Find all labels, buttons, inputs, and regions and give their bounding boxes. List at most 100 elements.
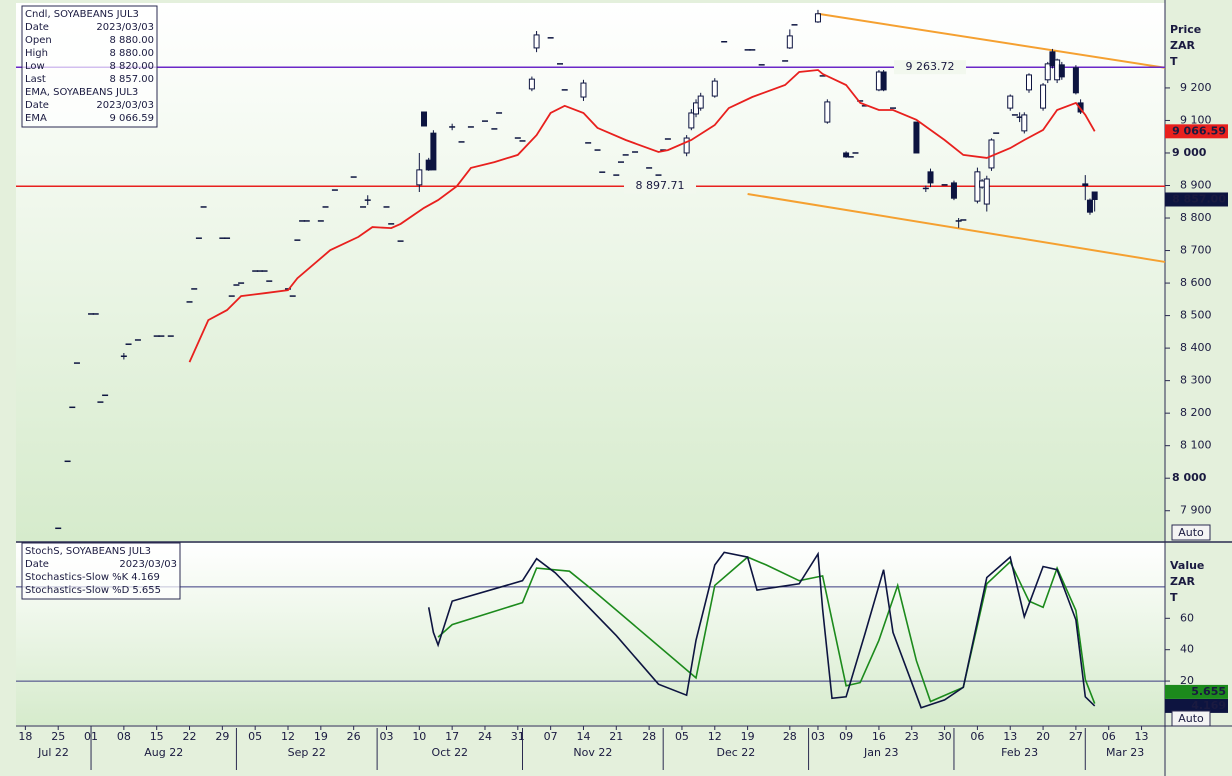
month-label: Oct 22 — [432, 746, 469, 759]
x-tick-label: 28 — [783, 730, 797, 743]
y-tick-label: 8 900 — [1180, 179, 1212, 192]
candle-body — [697, 95, 704, 109]
candle-body — [711, 80, 718, 97]
candle-body — [843, 152, 850, 158]
ema-legend-row: 2023/03/03 — [96, 100, 154, 111]
legend-label: High — [25, 48, 48, 59]
level-label-bg — [624, 179, 696, 194]
month-label: Jul 22 — [37, 746, 69, 759]
legend-box — [21, 5, 158, 128]
y-tick-label: 8 400 — [1180, 341, 1212, 354]
candle-body — [528, 78, 535, 90]
month-label: Jan 23 — [863, 746, 898, 759]
auto-button[interactable] — [1171, 710, 1211, 727]
x-tick-label: 26 — [347, 730, 361, 743]
x-tick-label: 28 — [642, 730, 656, 743]
x-tick-label: 03 — [379, 730, 393, 743]
axis-title: ZAR — [1170, 575, 1195, 588]
x-tick-label: 12 — [281, 730, 295, 743]
legend-value: 8 857.00 — [109, 74, 154, 85]
axis-title: T — [1170, 591, 1178, 604]
last-value-tag — [1165, 192, 1228, 207]
last-value-tag — [1165, 684, 1228, 699]
series-legend: Stochastics-Slow %K — [25, 572, 129, 583]
legend-value: 8 820.00 — [109, 61, 154, 72]
x-tick-label: 31 — [511, 730, 525, 743]
x-tick-label: 15 — [150, 730, 164, 743]
x-tick-label: 23 — [905, 730, 919, 743]
candle-body — [814, 13, 821, 23]
legend-value: 8 880.00 — [109, 35, 154, 46]
candle-body — [786, 35, 793, 49]
stoch-line — [427, 551, 1096, 709]
x-tick-label: 05 — [675, 730, 689, 743]
legend-title: StochS, SOYABEANS JUL3 — [25, 546, 151, 557]
x-tick-label: 20 — [1036, 730, 1050, 743]
x-tick-label: 25 — [51, 730, 65, 743]
last-value-label: 9 066.59 — [1172, 124, 1226, 137]
y-tick-label: 8 600 — [1180, 276, 1212, 289]
y-tick-label: 8 500 — [1180, 309, 1212, 322]
x-tick-label: 10 — [412, 730, 426, 743]
x-tick-label: 30 — [938, 730, 952, 743]
x-tick-label: 27 — [1069, 730, 1083, 743]
x-tick-label: 24 — [478, 730, 492, 743]
candle-body — [1025, 74, 1032, 91]
last-value-tag — [1165, 124, 1228, 139]
level-label: 8 897.71 — [636, 179, 685, 192]
ema-legend-row: EMA — [25, 113, 47, 124]
y-tick-label: 60 — [1180, 611, 1194, 624]
x-tick-label: 16 — [872, 730, 886, 743]
x-tick-label: 08 — [117, 730, 131, 743]
ema-legend-row: Date — [25, 100, 49, 111]
x-tick-label: 18 — [18, 730, 32, 743]
candle-body — [430, 132, 437, 171]
auto-button-label[interactable]: Auto — [1178, 712, 1204, 725]
level-label: 9 263.72 — [906, 60, 955, 73]
candle-body — [580, 82, 587, 98]
stoch-panel — [16, 543, 1165, 725]
price-panel — [16, 3, 1165, 541]
candle-body — [1044, 63, 1051, 81]
month-label: Feb 23 — [1001, 746, 1038, 759]
candle-body — [1091, 191, 1098, 200]
y-tick-label: 9 200 — [1180, 81, 1212, 94]
stoch-line — [437, 556, 1096, 704]
candle-body — [1082, 183, 1089, 187]
candle-body — [950, 182, 957, 199]
legend-value: 2023/03/03 — [96, 22, 154, 33]
candle-body — [1049, 51, 1056, 67]
ema-legend-title: EMA, SOYABEANS JUL3 — [25, 87, 138, 98]
candle-body — [683, 137, 690, 154]
trend-line — [817, 12, 1166, 69]
month-label: Aug 22 — [144, 746, 183, 759]
y-tick-label: 8 000 — [1172, 471, 1207, 484]
auto-button-label[interactable]: Auto — [1178, 526, 1204, 539]
candle-body — [913, 121, 920, 154]
candle-body — [1086, 199, 1093, 213]
candle-body — [983, 178, 990, 205]
legend-value: 8 880.00 — [109, 48, 154, 59]
month-label: Dec 22 — [716, 746, 755, 759]
x-tick-label: 21 — [609, 730, 623, 743]
candle-body — [927, 171, 934, 184]
x-tick-label: 12 — [708, 730, 722, 743]
month-label: Mar 23 — [1106, 746, 1144, 759]
y-tick-label: 9 000 — [1172, 146, 1207, 159]
axis-title: T — [1170, 55, 1178, 68]
axis-title: Price — [1170, 23, 1201, 36]
legend-value: 2023/03/03 — [119, 559, 177, 570]
auto-button[interactable] — [1171, 524, 1211, 541]
legend-box — [21, 542, 181, 600]
trend-line — [747, 192, 1166, 263]
x-tick-label: 19 — [314, 730, 328, 743]
legend-label: Last — [25, 74, 46, 85]
x-tick-label: 09 — [839, 730, 853, 743]
x-tick-label: 03 — [811, 730, 825, 743]
y-tick-label: 7 900 — [1180, 504, 1212, 517]
y-tick-label: 8 300 — [1180, 374, 1212, 387]
y-tick-label: 20 — [1180, 674, 1194, 687]
candle-body — [533, 34, 540, 49]
y-tick-label: 8 200 — [1180, 406, 1212, 419]
